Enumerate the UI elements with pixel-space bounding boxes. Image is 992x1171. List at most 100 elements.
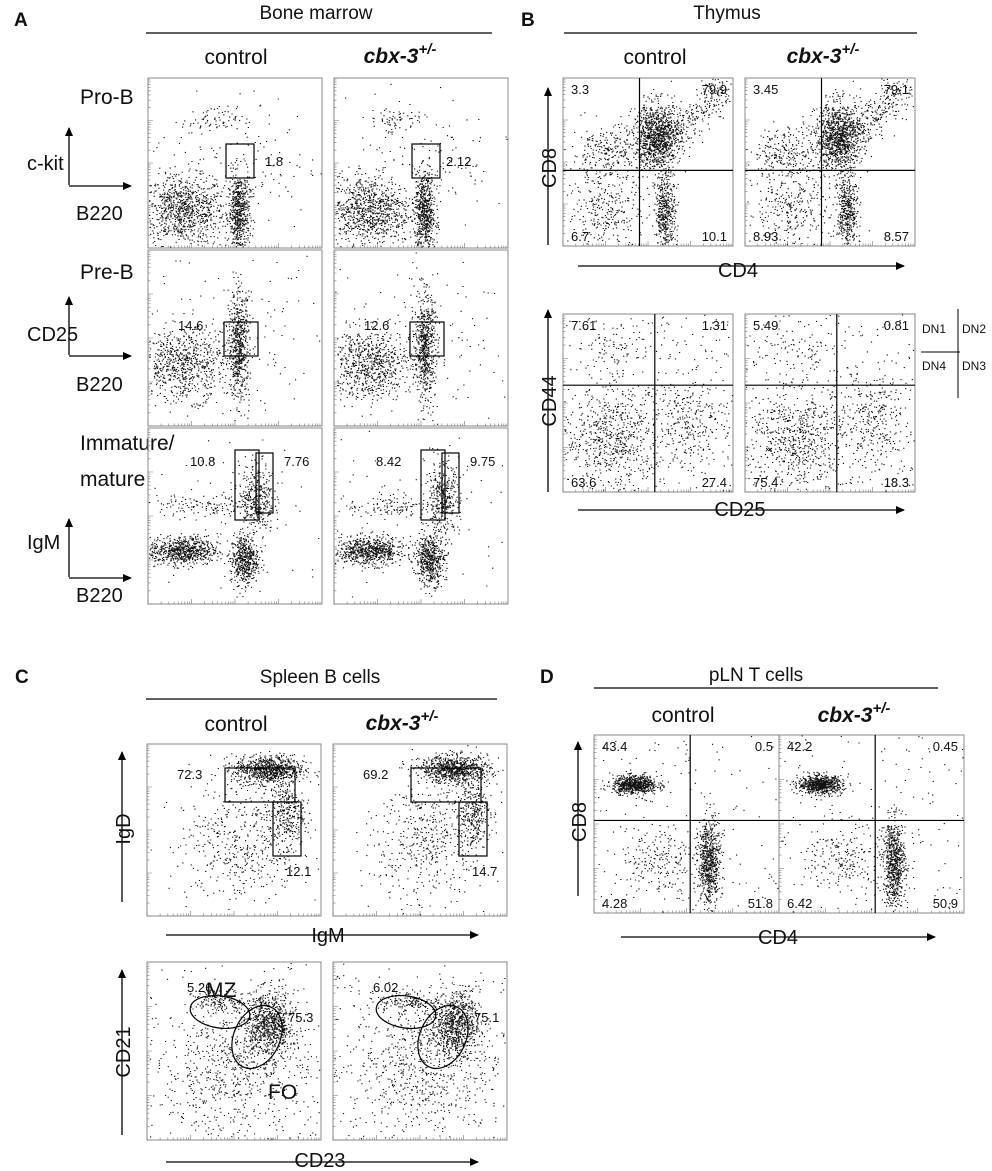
spleen2-x-label: CD23 bbox=[294, 1150, 345, 1171]
event-dots bbox=[335, 83, 508, 248]
gate-box-t1 bbox=[458, 801, 488, 857]
plot-a-1-0: 14.6 bbox=[147, 249, 323, 427]
gate-percent: 1.8 bbox=[265, 154, 283, 169]
gate-mz bbox=[375, 995, 437, 1029]
plots-layer: 1.8 2.12 14.6 12.6 10.8 7.76 8.42 9.75 3.3 79.9 6.… bbox=[146, 77, 965, 1141]
gate-box bbox=[411, 143, 441, 179]
panel-b-title: Thymus bbox=[693, 3, 761, 24]
gate-label-mz: MZ bbox=[206, 979, 236, 1002]
quadrant-lr-percent: 50.9 bbox=[933, 896, 958, 911]
gate-box bbox=[409, 321, 445, 357]
thymus1-y-label: CD8 bbox=[539, 148, 561, 188]
thymus2-y-label: CD44 bbox=[539, 375, 561, 426]
plot-a-2-1: 8.42 9.75 bbox=[333, 427, 509, 605]
gate-percent-fo: 75.3 bbox=[288, 1010, 313, 1025]
event-dots bbox=[334, 963, 506, 1140]
plot-d-0-0: 43.4 0.5 4.28 51.8 bbox=[593, 734, 780, 914]
dn-legend-dn4: DN4 bbox=[922, 359, 946, 373]
plot-frame bbox=[562, 313, 734, 493]
gate-box-mature bbox=[441, 452, 460, 514]
quadrant-lr-percent: 27.4 bbox=[702, 475, 727, 490]
quadrant-lr-percent: 18.3 bbox=[884, 475, 909, 490]
panel-a-col-cbx3: cbx-3+/- bbox=[364, 41, 437, 68]
gate-percent-t1: 14.7 bbox=[472, 864, 497, 879]
plot-c-0-0: 72.3 12.1 bbox=[146, 743, 322, 917]
gate-percent: 2.12 bbox=[446, 154, 471, 169]
gate-percent: 14.6 bbox=[178, 318, 203, 333]
row3-y-label: IgM bbox=[27, 532, 60, 554]
spleen1-x-label: IgM bbox=[311, 925, 344, 947]
panel-b-col-control: control bbox=[623, 46, 686, 69]
gate-box-t1 bbox=[272, 801, 302, 857]
panel-a-col-control: control bbox=[204, 46, 267, 69]
panel-letter-d: D bbox=[540, 667, 554, 688]
gate-percent-t2: 72.3 bbox=[177, 767, 202, 782]
quadrant-lr-percent: 51.8 bbox=[748, 896, 773, 911]
dn-legend-dn1: DN1 bbox=[922, 322, 946, 336]
panel-letter-a: A bbox=[14, 10, 28, 31]
event-dots bbox=[149, 439, 320, 598]
quadrant-ll-percent: 75.4 bbox=[753, 475, 778, 490]
quadrant-ur-percent: 0.5 bbox=[755, 739, 773, 754]
panel-c-title: Spleen B cells bbox=[260, 667, 380, 688]
row1-y-label: c-kit bbox=[27, 153, 64, 175]
quadrant-ll-percent: 6.42 bbox=[787, 896, 812, 911]
plot-ticks bbox=[778, 736, 963, 914]
plot-b-1-0: 7.61 1.31 63.6 27.4 bbox=[562, 313, 734, 493]
quadrant-ur-percent: 79.9 bbox=[702, 82, 727, 97]
gate-percent-mature: 9.75 bbox=[470, 454, 495, 469]
plot-ticks bbox=[147, 251, 321, 427]
plot-ticks bbox=[562, 79, 732, 247]
event-dots bbox=[149, 90, 322, 248]
plot-ticks bbox=[146, 963, 320, 1141]
plot-a-0-1: 2.12 bbox=[333, 77, 509, 249]
quadrant-ul-percent: 42.2 bbox=[787, 739, 812, 754]
event-dots bbox=[746, 78, 914, 246]
quadrant-ur-percent: 79.1 bbox=[884, 82, 909, 97]
quadrant-ur-percent: 1.31 bbox=[702, 318, 727, 333]
event-dots bbox=[781, 735, 964, 913]
quadrant-ll-percent: 8.93 bbox=[753, 229, 778, 244]
quadrant-ul-percent: 3.45 bbox=[753, 82, 778, 97]
thymus1-x-label: CD4 bbox=[718, 260, 758, 282]
panel-letter-b: B bbox=[521, 10, 535, 31]
gate-box-t2 bbox=[224, 767, 296, 803]
quadrant-ur-percent: 0.81 bbox=[884, 318, 909, 333]
gate-percent-immature: 10.8 bbox=[190, 454, 215, 469]
gate-box-immature bbox=[420, 449, 446, 521]
plot-ticks bbox=[744, 79, 914, 247]
plot-b-0-0: 3.3 79.9 6.7 10.1 bbox=[562, 77, 734, 247]
panel-c-col-control: control bbox=[204, 713, 267, 736]
plot-ticks bbox=[333, 251, 507, 427]
row2-x-label: B220 bbox=[76, 374, 123, 396]
quadrant-ul-percent: 3.3 bbox=[571, 82, 589, 97]
gate-percent-mz: 5.26 bbox=[187, 980, 212, 995]
panel-c-col-cbx3: cbx-3+/- bbox=[366, 708, 439, 735]
gate-mz bbox=[189, 995, 251, 1029]
event-dots bbox=[564, 314, 734, 492]
plot-ticks bbox=[332, 745, 506, 917]
plot-ticks bbox=[332, 963, 506, 1141]
gate-percent-mz: 6.02 bbox=[373, 980, 398, 995]
spleen2-y-label: CD21 bbox=[113, 1026, 135, 1077]
plot-c-0-1: 69.2 14.7 bbox=[332, 743, 508, 917]
quadrant-ll-percent: 6.7 bbox=[571, 229, 589, 244]
row1-x-label: B220 bbox=[76, 203, 123, 225]
event-dots bbox=[149, 255, 321, 422]
event-dots bbox=[335, 252, 506, 425]
plot-b-1-1: 5.49 0.81 75.4 18.3 bbox=[744, 313, 916, 493]
gate-box-mature bbox=[255, 452, 274, 514]
spleen1-y-label: IgD bbox=[113, 813, 135, 844]
panel-b-col-cbx3: cbx-3+/- bbox=[787, 41, 860, 68]
plot-frame bbox=[562, 77, 734, 247]
quadrant-ll-percent: 4.28 bbox=[602, 896, 627, 911]
gate-box-immature bbox=[234, 449, 260, 521]
panel-d-title: pLN T cells bbox=[709, 665, 803, 686]
plot-d-0-1: 42.2 0.45 6.42 50.9 bbox=[778, 734, 965, 914]
gate-box-t2 bbox=[410, 767, 482, 803]
plot-frame bbox=[147, 249, 323, 427]
pln-x-label: CD4 bbox=[758, 927, 798, 949]
plot-ticks bbox=[147, 79, 321, 249]
plot-b-0-1: 3.45 79.1 8.93 8.57 bbox=[744, 77, 916, 247]
plot-a-0-0: 1.8 bbox=[147, 77, 323, 249]
